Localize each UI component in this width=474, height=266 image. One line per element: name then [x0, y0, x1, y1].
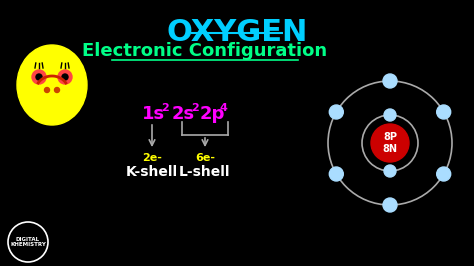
- Circle shape: [55, 88, 60, 93]
- Text: 2: 2: [191, 103, 199, 113]
- Circle shape: [45, 88, 49, 93]
- Circle shape: [383, 198, 397, 212]
- Text: Electronic Configuration: Electronic Configuration: [82, 42, 328, 60]
- Text: K-shell: K-shell: [126, 165, 178, 179]
- Circle shape: [36, 74, 42, 80]
- Text: L-shell: L-shell: [179, 165, 231, 179]
- Text: 2: 2: [161, 103, 169, 113]
- Circle shape: [383, 74, 397, 88]
- Text: 2p: 2p: [200, 105, 225, 123]
- Circle shape: [329, 167, 343, 181]
- Circle shape: [384, 109, 396, 121]
- Text: 6e-: 6e-: [195, 153, 215, 163]
- Circle shape: [58, 70, 72, 84]
- Circle shape: [329, 105, 343, 119]
- Circle shape: [437, 167, 451, 181]
- Circle shape: [437, 105, 451, 119]
- Text: DIGITAL
KHEMISTRY: DIGITAL KHEMISTRY: [10, 236, 46, 247]
- Circle shape: [371, 124, 409, 162]
- Circle shape: [32, 70, 46, 84]
- Text: 4: 4: [220, 103, 228, 113]
- Text: 2s: 2s: [172, 105, 195, 123]
- Circle shape: [384, 165, 396, 177]
- Ellipse shape: [17, 45, 87, 125]
- Text: OXYGEN: OXYGEN: [166, 18, 308, 47]
- Text: 8P
8N: 8P 8N: [383, 132, 398, 154]
- Text: 1s: 1s: [142, 105, 165, 123]
- Circle shape: [62, 74, 68, 80]
- Text: 2e-: 2e-: [142, 153, 162, 163]
